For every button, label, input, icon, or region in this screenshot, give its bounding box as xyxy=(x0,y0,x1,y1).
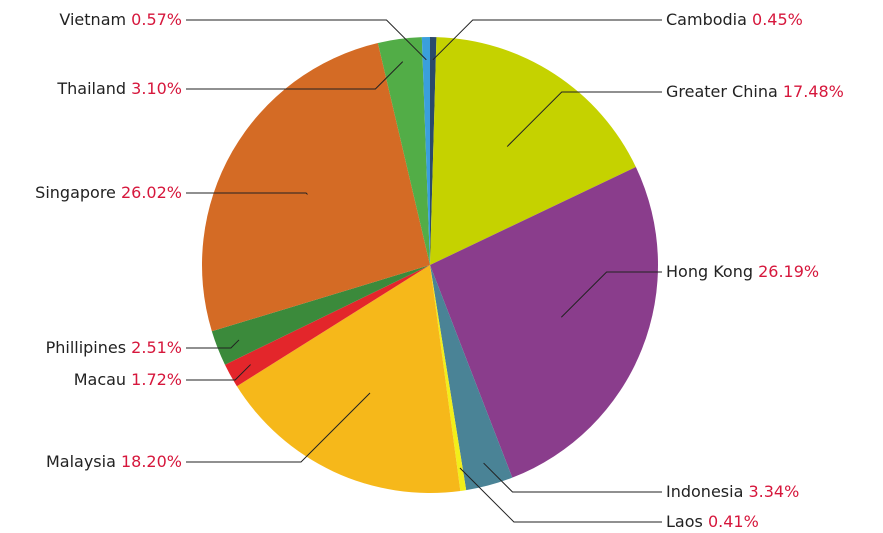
leader-line xyxy=(459,467,662,523)
category-name: Malaysia xyxy=(46,452,116,471)
data-label: Macau 1.72% xyxy=(74,370,182,389)
leader-line xyxy=(186,192,308,195)
category-name: Cambodia xyxy=(666,10,747,29)
category-name: Phillipines xyxy=(46,338,127,357)
leader-line xyxy=(483,462,662,493)
data-label: Malaysia 18.20% xyxy=(46,452,182,471)
data-label: Thailand 3.10% xyxy=(56,79,182,98)
pie-slice xyxy=(202,43,430,332)
leader-line xyxy=(186,392,371,463)
value-label: 0.41% xyxy=(708,512,759,531)
value-label: 26.02% xyxy=(121,183,182,202)
value-label: 0.57% xyxy=(131,10,182,29)
data-label: Greater China 17.48% xyxy=(666,82,844,101)
value-label: 17.48% xyxy=(783,82,844,101)
category-name: Greater China xyxy=(666,82,778,101)
pie-slice xyxy=(430,37,437,265)
category-name: Hong Kong xyxy=(666,262,753,281)
leader-line xyxy=(186,364,251,381)
pie-slice xyxy=(430,265,467,491)
leader-line xyxy=(506,91,662,147)
pie-slice xyxy=(421,37,430,265)
category-name: Thailand xyxy=(56,79,126,98)
pie-slice xyxy=(211,265,430,365)
value-label: 3.34% xyxy=(748,482,799,501)
value-label: 0.45% xyxy=(752,10,803,29)
leader-line xyxy=(186,19,427,61)
value-label: 18.20% xyxy=(121,452,182,471)
value-label: 2.51% xyxy=(131,338,182,357)
data-label: Phillipines 2.51% xyxy=(46,338,182,357)
category-name: Singapore xyxy=(35,183,116,202)
pie-slice xyxy=(224,265,430,387)
leader-line xyxy=(186,339,240,349)
pie-slice xyxy=(430,167,658,478)
pie-slice xyxy=(430,37,636,265)
pie-slice xyxy=(236,265,461,493)
leader-line xyxy=(560,271,662,318)
category-name: Macau xyxy=(74,370,126,389)
data-label: Singapore 26.02% xyxy=(35,183,182,202)
leader-line xyxy=(186,61,404,90)
value-label: 1.72% xyxy=(131,370,182,389)
pie-slice xyxy=(430,265,513,491)
data-label: Vietnam 0.57% xyxy=(59,10,182,29)
category-name: Indonesia xyxy=(666,482,743,501)
data-label: Indonesia 3.34% xyxy=(666,482,799,501)
value-label: 3.10% xyxy=(131,79,182,98)
category-name: Laos xyxy=(666,512,703,531)
data-label: Cambodia 0.45% xyxy=(666,10,803,29)
category-name: Vietnam xyxy=(59,10,126,29)
value-label: 26.19% xyxy=(758,262,819,281)
data-label: Hong Kong 26.19% xyxy=(666,262,819,281)
data-label: Laos 0.41% xyxy=(666,512,759,531)
pie-slice xyxy=(377,37,430,265)
leader-line xyxy=(432,19,662,61)
